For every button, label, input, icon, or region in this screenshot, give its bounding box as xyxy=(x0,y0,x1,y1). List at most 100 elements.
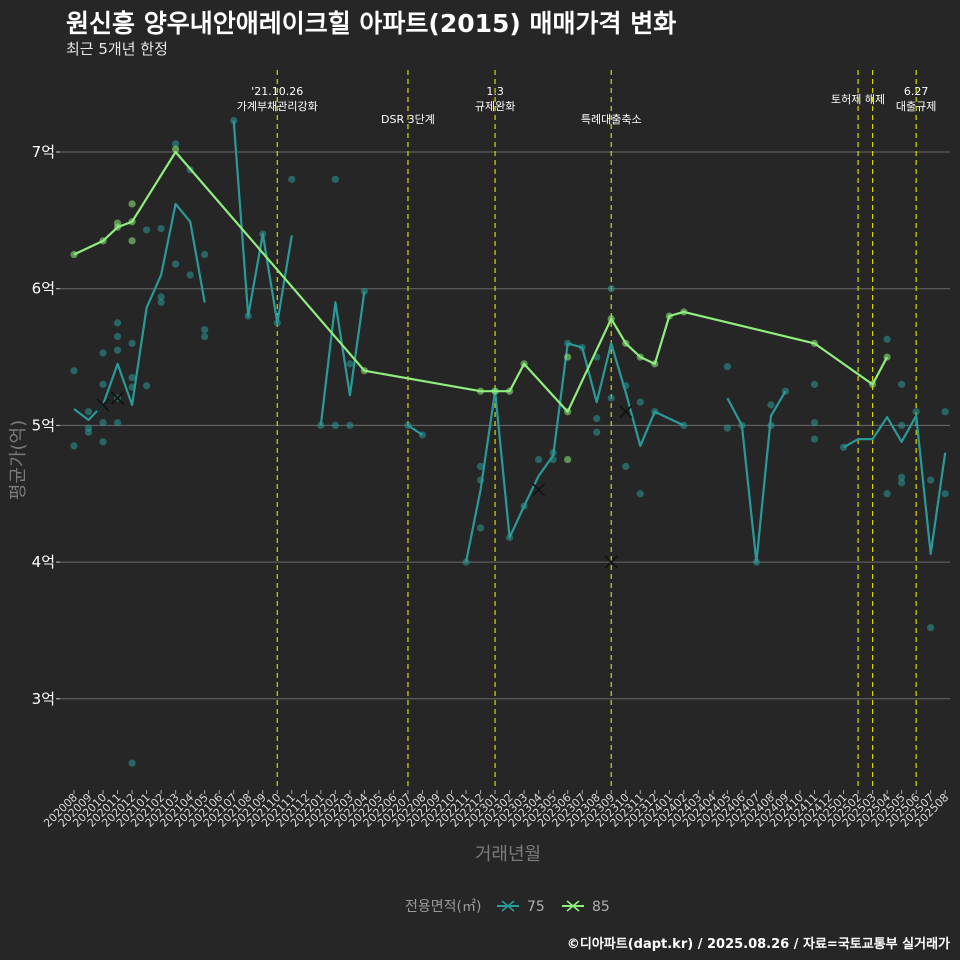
series-75-point xyxy=(810,419,819,427)
legend: 전용면적(㎡) 75 85 xyxy=(405,899,610,915)
series-75-point xyxy=(230,116,238,125)
series-75-point xyxy=(143,382,151,390)
event-label: DSR 3단계 xyxy=(381,113,435,126)
series-75-marker xyxy=(604,555,618,569)
series-75-point xyxy=(476,524,485,532)
series-75-point xyxy=(622,462,630,471)
series-75-marker xyxy=(619,405,633,419)
series-85-line xyxy=(73,150,889,413)
series-75-point xyxy=(84,408,93,416)
series-75-point xyxy=(113,332,122,341)
page-subtitle: 최근 5개년 한정 xyxy=(66,40,168,58)
series-75-point xyxy=(288,175,296,183)
series-75-point xyxy=(810,435,819,443)
series-75-marker xyxy=(96,398,110,412)
event-label: 6.27 대출규제 xyxy=(896,85,936,113)
series-75-point xyxy=(723,363,732,371)
series-75-line xyxy=(464,342,685,563)
series-75-point xyxy=(157,293,165,301)
series-75-point xyxy=(99,380,107,388)
series-75-point xyxy=(143,226,151,234)
series-75-point xyxy=(767,401,775,409)
series-75-point xyxy=(607,285,615,293)
series-75-point xyxy=(186,271,194,279)
series-85-point xyxy=(128,200,136,208)
source-credit: ©디아파트(dapt.kr) / 2025.08.26 / 자료=국토교통부 실… xyxy=(566,937,950,952)
series-75-point xyxy=(201,250,209,259)
page-title: 원신흥 양우내안애레이크힐 아파트(2015) 매매가격 변화 xyxy=(66,9,677,38)
series-75-point xyxy=(593,428,601,436)
series-75-point xyxy=(898,380,906,388)
series-75-point xyxy=(927,624,935,632)
series-75-point xyxy=(113,319,122,327)
series-85-point xyxy=(564,455,572,464)
series-85-point xyxy=(564,353,572,361)
series-75-point xyxy=(346,421,354,429)
series-75-line xyxy=(843,414,947,555)
series-85-marker xyxy=(110,391,125,405)
series-75-point xyxy=(941,408,949,416)
series-75-point xyxy=(346,360,354,368)
series-75-point xyxy=(128,339,136,347)
series-75-point xyxy=(201,326,209,334)
series-75-point xyxy=(99,419,107,427)
event-label: '21.10.26 가계부채관리강화 xyxy=(237,85,318,113)
event-label: 1.3 규제완화 xyxy=(475,85,515,113)
series-75-point xyxy=(607,394,615,402)
series-75-point xyxy=(723,424,732,432)
y-tick-label: 7억 xyxy=(32,143,55,161)
series-75-line xyxy=(319,291,366,426)
y-tick-label: 3억 xyxy=(32,690,55,708)
y-axis-title: 평균가(억) xyxy=(8,420,29,500)
series-75-point xyxy=(172,260,180,268)
series-85-point xyxy=(172,145,180,153)
grid-layer xyxy=(60,151,950,700)
series-75-point xyxy=(172,140,180,148)
series-75-point xyxy=(810,380,819,388)
series-75-point xyxy=(70,442,78,450)
legend-85-label: 85 xyxy=(592,899,610,915)
series-75-point xyxy=(898,479,906,487)
event-label: 토허제 해제 xyxy=(831,92,885,106)
series-75-point xyxy=(84,428,93,436)
series-75-point xyxy=(636,490,644,498)
series-75-point xyxy=(898,473,906,481)
series-75-point xyxy=(912,408,920,416)
series-75-point xyxy=(898,421,906,429)
series-75-point xyxy=(476,462,485,471)
series-75-point xyxy=(636,398,644,406)
y-tick-label: 6억 xyxy=(32,280,55,298)
series-75-line xyxy=(232,120,293,324)
x-axis-title: 거래년월 xyxy=(475,844,541,865)
y-tick-label: 5억 xyxy=(32,416,55,434)
axis-layer: 3억4억5억6억7억202008202009202010202011202012… xyxy=(32,143,952,830)
series-75-line xyxy=(73,202,206,421)
series-75-point xyxy=(128,759,136,767)
series-75-point xyxy=(331,421,339,429)
series-75-point xyxy=(113,346,122,354)
series-75-point xyxy=(331,175,339,183)
legend-title: 전용면적(㎡) xyxy=(405,899,481,915)
series-85-point xyxy=(128,237,136,245)
y-tick-label: 4억 xyxy=(32,553,55,571)
series-75-point xyxy=(128,373,136,382)
legend-75-swatch-cross xyxy=(501,900,515,912)
series-75-point xyxy=(70,367,78,375)
series-75-point xyxy=(99,349,107,357)
series-75-line xyxy=(726,390,787,564)
series-75-marker xyxy=(532,483,546,497)
series-75-line xyxy=(407,424,424,436)
series-75-point xyxy=(99,438,107,446)
series-layer xyxy=(70,116,949,767)
series-75-point xyxy=(157,224,165,233)
series-75-point xyxy=(883,490,891,498)
series-75-point xyxy=(201,332,209,341)
event-label: 특례대출축소 xyxy=(581,113,642,126)
series-75-point xyxy=(113,419,122,427)
legend-75-label: 75 xyxy=(527,899,545,915)
series-75-point xyxy=(535,455,543,464)
series-75-point xyxy=(157,298,165,306)
series-75-point xyxy=(941,490,949,498)
